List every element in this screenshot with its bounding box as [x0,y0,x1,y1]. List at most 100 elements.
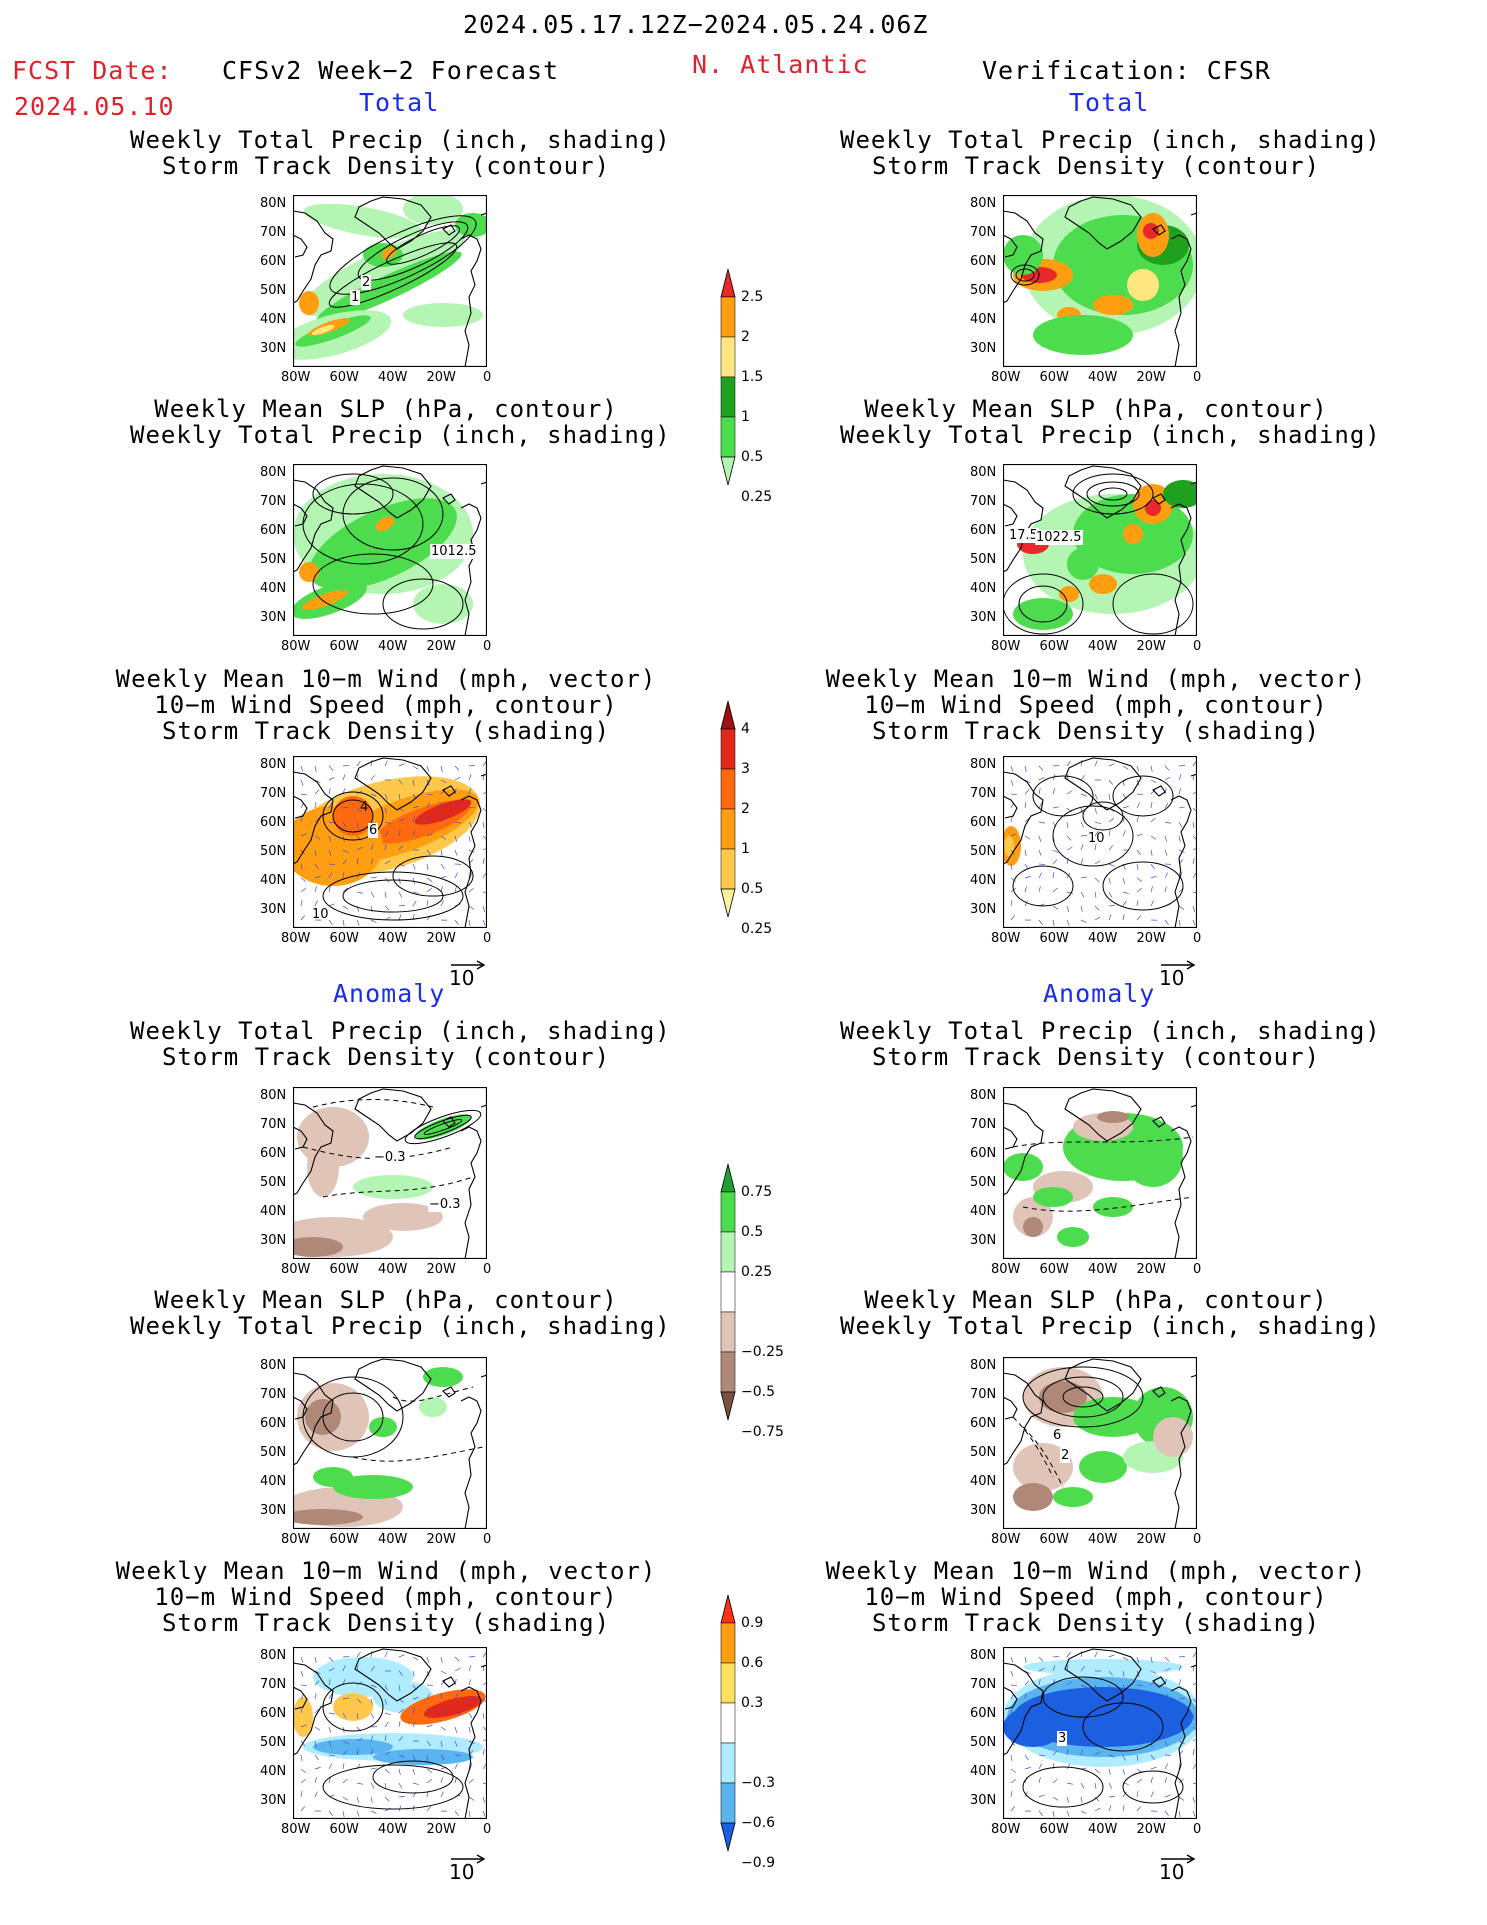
lon-tick: 40W [378,370,408,385]
colorbar-label: 0.75 [741,1184,773,1200]
contour-label: −0.3 [373,1150,407,1165]
lon-tick: 0 [483,1822,492,1837]
title-fc-precip: Weekly Total Precip (inch, shading) Storm… [130,126,671,180]
lon-tick: 20W [1136,931,1166,946]
colorbar-label: 0.5 [741,881,764,897]
colorbar-label: −0.6 [741,1815,775,1831]
colorbar-label: 0.6 [741,1655,764,1671]
lat-tick: 80N [970,465,997,480]
lat-tick: 80N [260,1648,287,1663]
colorbar-storm-total [718,700,740,922]
lon-tick: 20W [426,931,456,946]
title-ver-anom-slp: Weekly Mean SLP (hPa, contour) Weekly Tot… [840,1286,1381,1340]
lat-tick: 80N [260,465,287,480]
lat-tick: 50N [970,844,997,859]
contour-label: 1 [350,290,361,305]
fcst-date-label: FCST Date: [12,56,173,85]
lat-tick: 80N [970,1088,997,1103]
lat-tick: 50N [260,283,287,298]
colorbar-label: −0.5 [741,1384,775,1400]
title-fc-anom-precip: Weekly Total Precip (inch, shading) Storm… [130,1017,671,1071]
lat-tick: 30N [970,610,997,625]
lon-tick: 40W [1088,931,1118,946]
colorbar-precip-anom [718,1163,740,1425]
colorbar-label: 4 [741,721,750,737]
lon-tick: 60W [329,931,359,946]
lon-tick: 20W [426,1822,456,1837]
lat-tick: 80N [970,196,997,211]
lat-tick: 30N [970,1793,997,1808]
lat-tick: 30N [970,1233,997,1248]
lon-tick: 40W [378,931,408,946]
lon-tick: 0 [1193,370,1202,385]
lat-tick: 40N [970,1474,997,1489]
colorbar-label: 0.25 [741,1264,773,1280]
contour-label: 1022.5 [1035,530,1083,545]
lon-tick: 60W [329,1262,359,1277]
contour-label: 17.5 [1008,528,1039,543]
anomaly-label-right: Anomaly [1043,979,1156,1008]
lon-tick: 60W [1039,1822,1069,1837]
lon-tick: 20W [1136,1822,1166,1837]
lat-tick: 80N [260,196,287,211]
lat-tick: 40N [260,1204,287,1219]
lat-tick: 60N [260,1706,287,1721]
lat-tick: 70N [260,494,287,509]
lat-tick: 50N [260,1445,287,1460]
lat-tick: 30N [260,610,287,625]
lat-tick: 70N [970,225,997,240]
map-fc-wind-anom [293,1647,487,1819]
lon-tick: 20W [1136,639,1166,654]
lon-tick: 0 [1193,1262,1202,1277]
vector-ref-fc-total: 10 [449,960,486,990]
lat-tick: 80N [970,757,997,772]
lat-tick: 70N [260,786,287,801]
lon-tick: 80W [281,1532,311,1547]
contour-label: 2 [361,275,372,290]
lat-tick: 50N [260,1175,287,1190]
lon-tick: 0 [483,639,492,654]
lon-tick: 60W [329,1822,359,1837]
lon-tick: 0 [483,931,492,946]
contour-label: 6 [368,823,379,838]
map-ver-slp-anom [1003,1357,1197,1529]
lat-tick: 60N [970,1416,997,1431]
contour-label: 2 [1060,1448,1071,1463]
colorbar-label: 1 [741,409,750,425]
lat-tick: 60N [970,1706,997,1721]
colorbar-label: 2 [741,801,750,817]
map-ver-slp-total [1003,464,1197,636]
contour-label: 3 [1057,1731,1068,1746]
lat-tick: 60N [970,1146,997,1161]
lon-tick: 0 [1193,1532,1202,1547]
lat-tick: 80N [970,1358,997,1373]
lon-tick: 80W [281,931,311,946]
colorbar-label: −0.3 [741,1775,775,1791]
lon-tick: 40W [1088,370,1118,385]
fcst-date: 2024.05.10 [14,92,175,121]
lat-tick: 50N [260,552,287,567]
title-fc-wind: Weekly Mean 10−m Wind (mph, vector) 10−m … [115,665,657,745]
contour-label: −0.3 [428,1197,462,1212]
lat-tick: 80N [970,1648,997,1663]
colorbar-label: −0.75 [741,1424,784,1440]
title-fc-anom-slp: Weekly Mean SLP (hPa, contour) Weekly Tot… [130,1286,671,1340]
lat-tick: 60N [260,815,287,830]
colorbar-label: −0.25 [741,1344,784,1360]
lat-tick: 30N [260,1793,287,1808]
colorbar-label: 1 [741,841,750,857]
colorbar-label: 3 [741,761,750,777]
map-ver-wind-anom [1003,1647,1197,1819]
colorbar-label: 2.5 [741,289,764,305]
lat-tick: 40N [260,1474,287,1489]
lon-tick: 60W [329,370,359,385]
lat-tick: 40N [970,1764,997,1779]
lon-tick: 60W [1039,370,1069,385]
lat-tick: 60N [970,254,997,269]
lat-tick: 60N [260,1146,287,1161]
contour-label: 4 [360,800,369,815]
lon-tick: 80W [281,1262,311,1277]
lon-tick: 0 [1193,1822,1202,1837]
lon-tick: 20W [1136,370,1166,385]
lon-tick: 80W [281,639,311,654]
